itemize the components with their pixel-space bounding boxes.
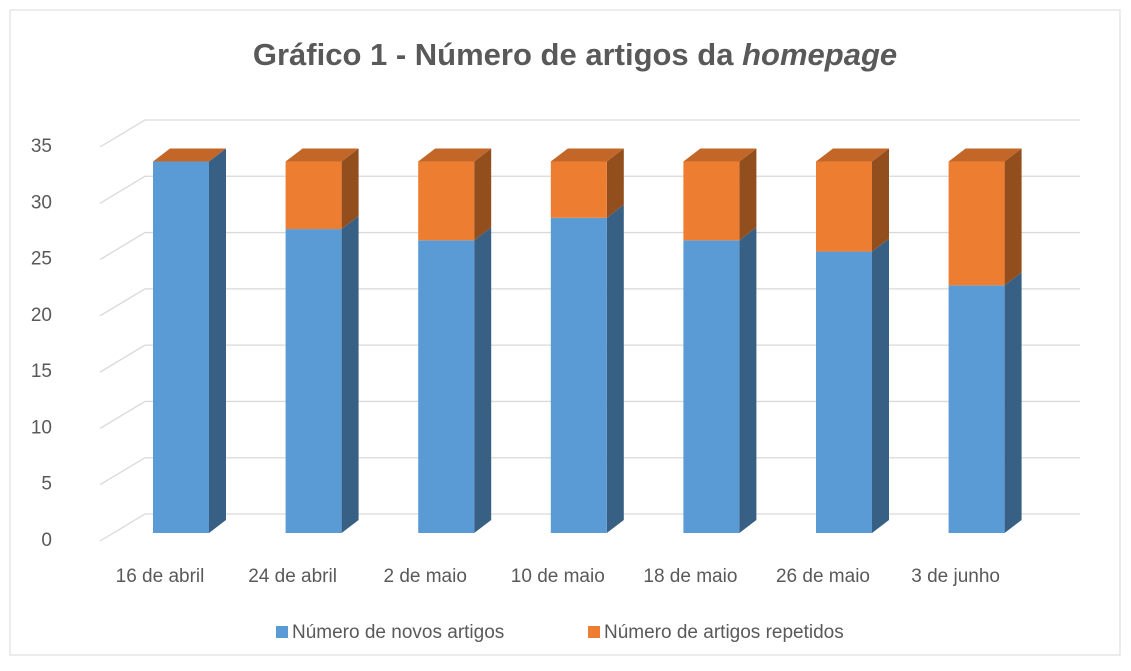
y-tick-label: 20: [31, 305, 52, 326]
bar-top: [816, 148, 889, 162]
bar: [153, 161, 209, 533]
x-tick-label: 18 de maio: [643, 566, 737, 587]
x-tick-label: 10 de maio: [511, 566, 605, 587]
bar-top: [418, 148, 492, 162]
grid-line: [99, 400, 1080, 429]
bar: [683, 161, 740, 241]
bar-side: [341, 148, 359, 230]
x-tick-label: 26 de maio: [776, 566, 870, 587]
grid-line: [99, 231, 1080, 261]
bar-top: [948, 148, 1022, 162]
y-tick-label: 35: [31, 136, 52, 157]
bar-side: [341, 216, 359, 534]
bar-side: [606, 204, 624, 534]
bar: [418, 161, 475, 241]
chart-title: Gráfico 1 - Número de artigos da homepag…: [253, 37, 897, 72]
y-tick-label: 15: [31, 361, 52, 382]
grid-line: [99, 457, 1080, 486]
grid-line: [99, 344, 1080, 373]
title-italic: homepage: [742, 37, 897, 72]
bar-side: [209, 148, 226, 533]
bar: [285, 161, 342, 230]
bar-side: [1004, 148, 1022, 286]
y-tick-label: 5: [41, 474, 52, 495]
bar-side: [872, 148, 889, 252]
y-tick-label: 0: [41, 530, 52, 551]
grid-line: [99, 119, 1080, 148]
legend-label: Número de novos artigos: [292, 622, 504, 643]
bar-side: [739, 148, 757, 241]
bar: [948, 161, 1005, 286]
bar: [816, 251, 872, 534]
x-tick-label: 24 de abril: [248, 566, 337, 587]
grid-line: [99, 288, 1080, 317]
bar-side: [474, 227, 492, 534]
bar-side: [739, 227, 757, 534]
bar: [285, 229, 342, 534]
bar-top: [153, 148, 226, 162]
legend-swatch: [588, 626, 600, 638]
bar-side: [872, 238, 889, 534]
y-tick-label: 25: [31, 249, 52, 270]
grid-line: [99, 175, 1080, 204]
bar-top: [683, 148, 757, 162]
bar-side: [474, 148, 492, 241]
bar: [550, 217, 607, 534]
x-tick-label: 3 de junho: [911, 566, 1000, 587]
legend-label: Número de artigos repetidos: [604, 622, 844, 643]
title-main: Gráfico 1 - Número de artigos da: [253, 37, 734, 72]
y-tick-label: 10: [31, 417, 52, 438]
bar-side: [606, 148, 624, 218]
bar: [948, 285, 1005, 533]
grid-line: [99, 513, 1080, 542]
y-tick-label: 30: [31, 192, 52, 213]
x-tick-label: 2 de maio: [383, 566, 466, 587]
bar-side: [1004, 272, 1022, 533]
x-tick-label: 16 de abril: [116, 566, 205, 587]
bar: [418, 240, 475, 534]
bar: [816, 161, 872, 252]
bar-top: [285, 148, 359, 162]
bar: [550, 161, 607, 218]
bar: [683, 240, 740, 534]
legend-swatch: [276, 626, 288, 638]
bar-top: [550, 148, 624, 162]
